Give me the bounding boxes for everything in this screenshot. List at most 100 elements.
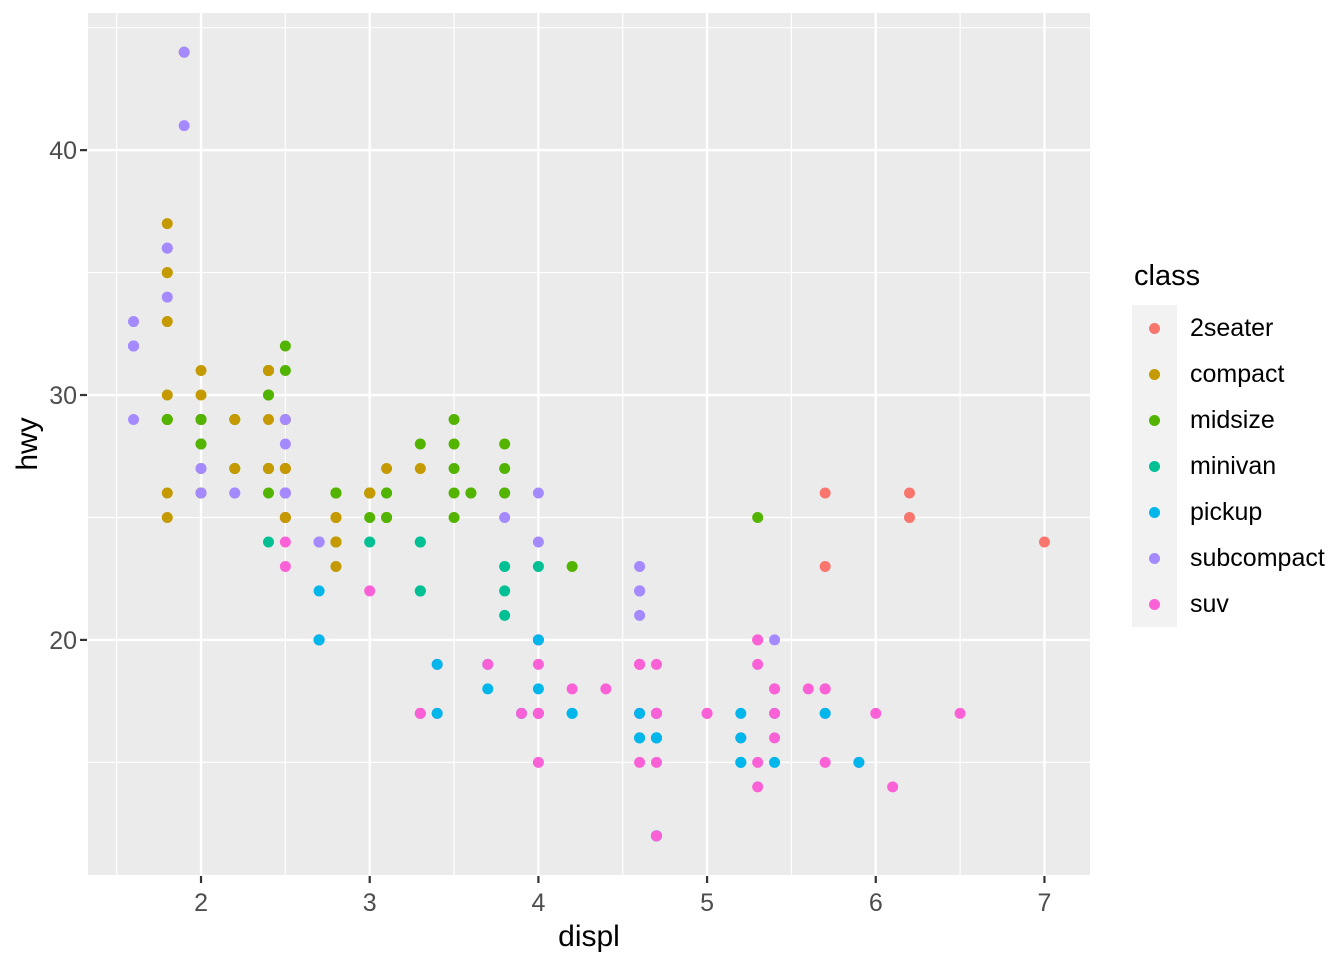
data-point [313,634,325,646]
legend-dot-icon [1149,414,1160,426]
legend-label: pickup [1190,497,1263,526]
y-axis-title: hwy [11,417,44,471]
data-point [650,707,662,719]
data-point [128,340,140,352]
data-point [262,487,274,499]
data-point [381,462,393,474]
legend-key [1132,397,1177,443]
data-point [229,487,241,499]
data-point [161,487,173,499]
data-point [364,536,376,548]
legend-item-midsize: midsize [1132,397,1325,443]
legend-items: 2seater compact midsize minivan pickup subcom… [1132,305,1325,627]
data-point [870,707,882,719]
data-point [414,536,426,548]
data-point [195,487,207,499]
data-point [904,487,916,499]
data-point [634,707,646,719]
data-point [634,658,646,670]
data-point [262,365,274,377]
data-point [904,511,916,523]
data-point [195,365,207,377]
data-point [634,585,646,597]
y-tick-label: 30 [49,382,77,410]
data-point [634,609,646,621]
legend: class 2seater compact midsize minivan pickup… [1132,260,1325,627]
data-point [887,781,899,793]
data-point [532,756,544,768]
data-point [279,511,291,523]
data-point [161,242,173,254]
data-point [769,732,781,744]
data-point [161,511,173,523]
data-point [600,683,612,695]
legend-item-suv: suv [1132,581,1325,627]
data-point [650,830,662,842]
data-point [381,511,393,523]
data-point [313,585,325,597]
data-point [499,585,511,597]
data-point [532,683,544,695]
legend-dot-icon [1149,368,1160,380]
data-point [178,120,190,132]
data-point [566,683,578,695]
x-tick-label: 7 [1038,889,1052,917]
data-point [364,511,376,523]
data-point [735,732,747,744]
data-point [516,707,528,719]
x-tick-label: 6 [869,889,883,917]
legend-item-subcompact: subcompact [1132,535,1325,581]
data-point [532,487,544,499]
data-point [701,707,713,719]
x-tick-label: 2 [194,889,208,917]
panel-background [88,13,1090,875]
legend-item-pickup: pickup [1132,489,1325,535]
data-point [161,316,173,328]
legend-dot-icon [1149,460,1160,472]
data-point [229,462,241,474]
x-axis-title: displ [558,920,620,953]
data-point [448,487,460,499]
data-point [313,536,325,548]
data-point [769,683,781,695]
legend-key [1132,351,1177,397]
x-tick-label: 4 [531,889,545,917]
data-point [465,487,477,499]
data-point [279,365,291,377]
data-point [128,414,140,426]
data-point [262,389,274,401]
data-point [499,487,511,499]
data-point [499,462,511,474]
data-point [229,414,241,426]
x-tick-label: 5 [700,889,714,917]
data-point [499,560,511,572]
data-point [448,414,460,426]
data-point [195,438,207,450]
data-point [499,511,511,523]
legend-label: midsize [1190,405,1275,434]
data-point [330,560,342,572]
legend-label: compact [1190,359,1285,388]
data-point [279,560,291,572]
data-point [802,683,814,695]
data-point [195,414,207,426]
data-point [752,781,764,793]
data-point [448,438,460,450]
y-tick-label: 20 [49,627,77,655]
data-point [499,609,511,621]
data-point [769,634,781,646]
legend-key [1132,581,1177,627]
data-point [819,487,831,499]
data-point [431,707,443,719]
data-point [650,658,662,670]
data-point [262,414,274,426]
data-point [161,291,173,303]
legend-key [1132,535,1177,581]
data-point [414,462,426,474]
legend-item-2seater: 2seater [1132,305,1325,351]
data-point [414,438,426,450]
data-point [448,462,460,474]
data-point [752,511,764,523]
data-point [195,462,207,474]
data-point [735,707,747,719]
